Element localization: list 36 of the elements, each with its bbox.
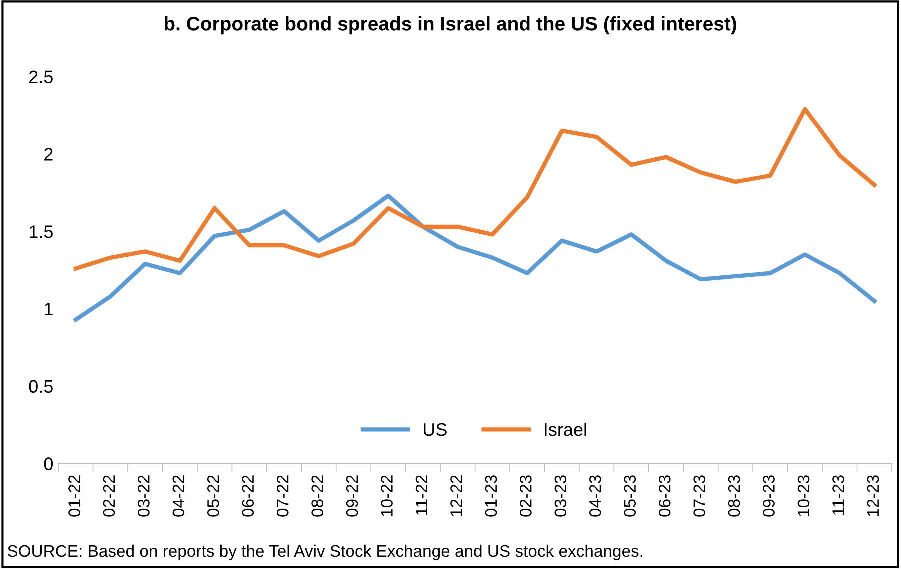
x-tick-label: 08-23 bbox=[728, 476, 740, 517]
x-tick-label: 07-23 bbox=[694, 476, 706, 517]
y-tick-label: 2 bbox=[44, 148, 53, 161]
x-tick-label: 10-22 bbox=[381, 476, 393, 516]
x-tick-label: 09-23 bbox=[763, 476, 775, 517]
x-tick-label: 02-22 bbox=[103, 476, 116, 517]
x-tick-label: 02-23 bbox=[520, 476, 532, 517]
x-tick-label: 04-22 bbox=[172, 476, 185, 517]
x-tick-label: 03-23 bbox=[554, 476, 567, 517]
x-tick-label: 11-22 bbox=[416, 476, 428, 515]
x-tick-label: 03-22 bbox=[138, 476, 150, 517]
x-tick-label: 05-22 bbox=[208, 476, 220, 517]
source-note: SOURCE: Based on reports by the Tel Aviv Stock Exchange and US stock exchanges. bbox=[8, 544, 642, 560]
x-tick-label: 05-23 bbox=[624, 476, 636, 517]
chart-title: b. Corporate bond spreads in Israel and the US (fixed interest) bbox=[164, 16, 736, 35]
line-series bbox=[74, 107, 877, 271]
x-tick-label: 10-23 bbox=[798, 476, 810, 516]
x-tick-label: 04-23 bbox=[589, 476, 602, 517]
y-tick-label: 1.5 bbox=[30, 226, 53, 238]
x-tick-label: 11-23 bbox=[832, 476, 844, 515]
y-tick-label: 0 bbox=[44, 458, 53, 470]
x-tick-label: 12-23 bbox=[867, 476, 880, 516]
x-tick-label: 09-22 bbox=[346, 476, 358, 517]
legend-label: Israel bbox=[545, 422, 586, 436]
y-tick-label: 0.5 bbox=[29, 380, 53, 394]
y-tick-label: 1 bbox=[45, 303, 53, 316]
legend-label: US bbox=[424, 423, 447, 436]
line-series bbox=[74, 194, 877, 322]
x-tick-label: 08-22 bbox=[312, 476, 324, 517]
x-tick-label: 06-22 bbox=[242, 476, 254, 517]
y-tick-label: 2.5 bbox=[30, 70, 53, 84]
x-tick-label: 07-22 bbox=[276, 476, 289, 517]
x-tick-label: 01-22 bbox=[68, 476, 80, 517]
x-tick-label: 12-22 bbox=[450, 476, 462, 516]
x-tick-label: 01-23 bbox=[485, 476, 498, 517]
x-tick-label: 06-23 bbox=[658, 476, 671, 517]
